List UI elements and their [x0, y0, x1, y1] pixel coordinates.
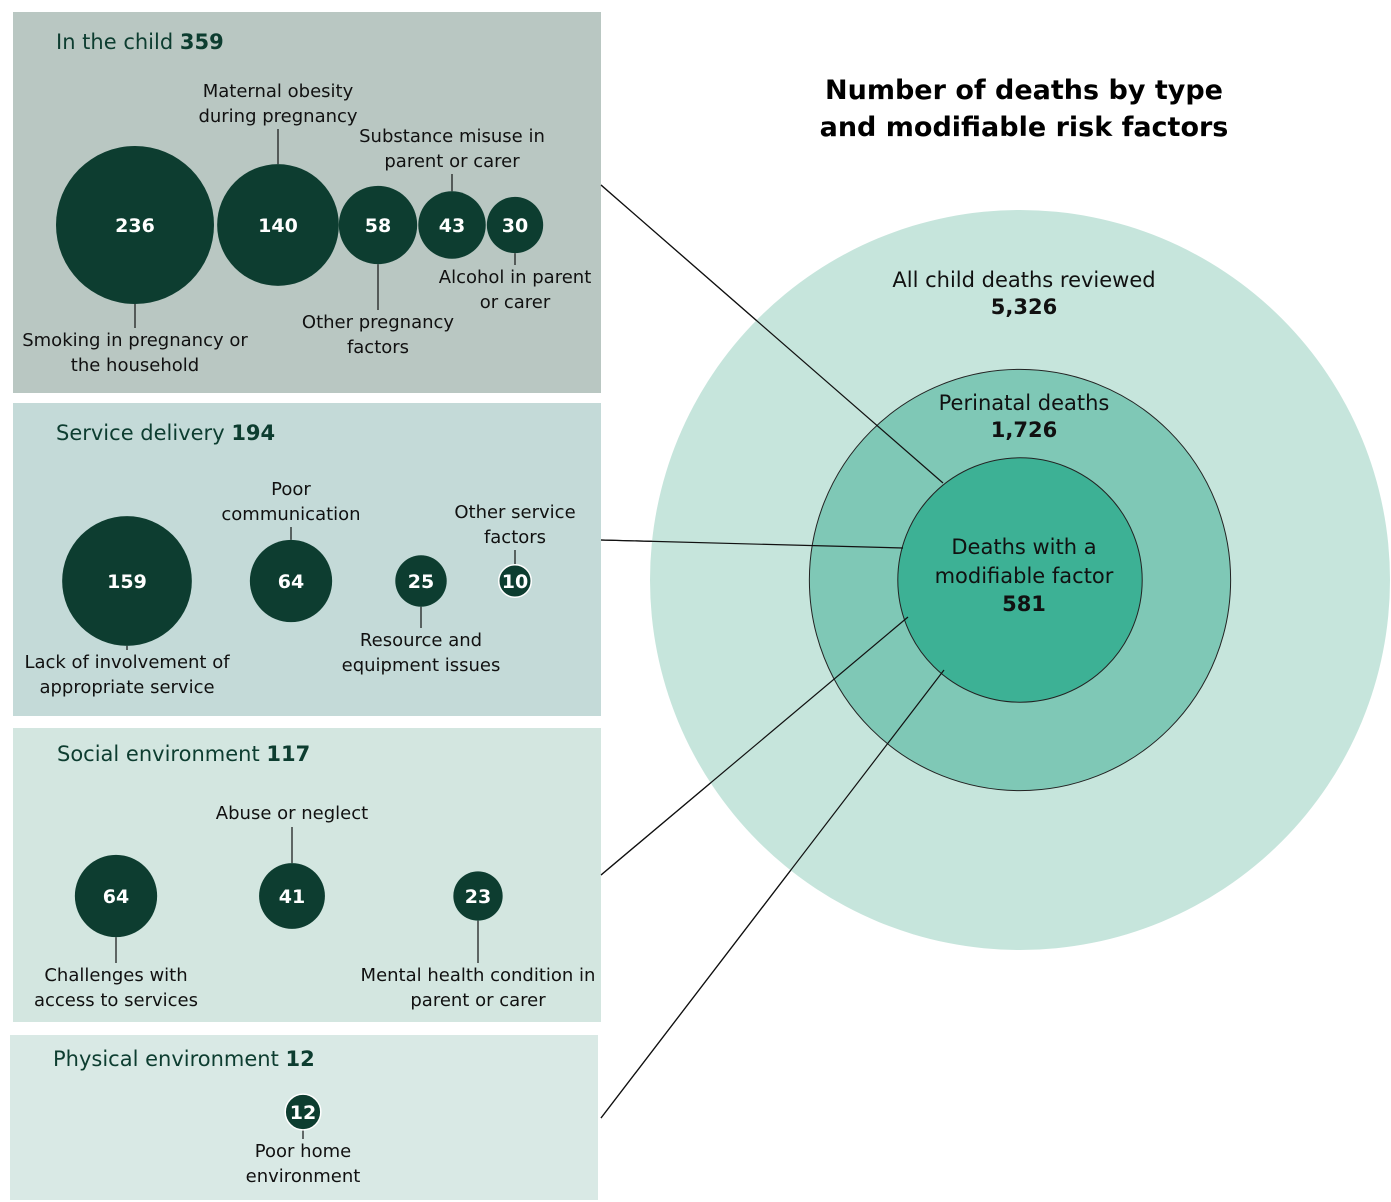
- bubble-value: 23: [465, 886, 491, 908]
- bubble-value: 30: [502, 215, 528, 237]
- connector: [600, 184, 944, 484]
- bubble-value: 236: [115, 215, 155, 237]
- bubble: [497, 563, 533, 599]
- factor-label: Poor communication: [221, 479, 361, 525]
- panel-total: 359: [179, 30, 224, 54]
- bubble-value: 64: [278, 571, 304, 593]
- chart-title: Number of deaths by type and modifiable …: [819, 75, 1229, 143]
- factor-label: Challenges with access to services: [33, 965, 199, 1011]
- bubble: [56, 146, 214, 304]
- circle-value: 581: [1002, 592, 1046, 616]
- connector: [600, 669, 945, 1119]
- bubble: [62, 516, 192, 646]
- bubble-value: 10: [502, 571, 528, 593]
- factor-label: Resource and equipment issues: [341, 630, 501, 676]
- panel-name: Physical environment: [53, 1047, 279, 1071]
- panel-total: 12: [285, 1047, 315, 1071]
- factor-label: Mental health condition in parent or car…: [360, 965, 596, 1011]
- factor-label: Substance misuse in parent or carer: [359, 126, 545, 172]
- panel-title: In the child 359: [56, 30, 224, 54]
- bubble: [284, 1093, 322, 1131]
- bubble: [249, 539, 333, 623]
- panel-total: 194: [231, 421, 276, 445]
- factor-label: Lack of involvement of appropriate servi…: [24, 652, 230, 698]
- bubble-value: 159: [107, 571, 147, 593]
- bubble: [259, 863, 325, 929]
- factor-label: Other pregnancy factors: [301, 312, 455, 358]
- panel-name: Social environment: [57, 742, 260, 766]
- bubble-value: 12: [290, 1102, 316, 1124]
- bubble-value: 140: [258, 215, 298, 237]
- panel-total: 117: [266, 742, 311, 766]
- population-circle: [897, 457, 1143, 703]
- connector: [600, 539, 904, 549]
- factor-label: Alcohol in parent or carer: [438, 267, 592, 313]
- bubble: [395, 555, 447, 607]
- bubble: [486, 196, 544, 254]
- factor-label: Maternal obesity during pregnancy: [198, 81, 358, 127]
- bubble-value: 41: [279, 886, 305, 908]
- circle-value: 1,726: [990, 418, 1058, 442]
- factor-label: Other service factors: [454, 502, 576, 548]
- panel-name: In the child: [56, 30, 174, 54]
- bubble-value: 64: [103, 886, 129, 908]
- factor-label: Poor home environment: [245, 1141, 361, 1187]
- connector: [600, 616, 909, 876]
- bubble: [453, 871, 503, 921]
- panel-title: Social environment 117: [57, 742, 310, 766]
- bubble-value: 25: [408, 571, 434, 593]
- circle-value: 5,326: [990, 295, 1058, 319]
- circle-label: All child deaths reviewed: [892, 268, 1156, 292]
- circle-label: Deaths with a modifiable factor: [934, 535, 1114, 588]
- factor-label: Abuse or neglect: [215, 803, 369, 824]
- panel-title: Physical environment 12: [53, 1047, 315, 1071]
- bubble: [217, 164, 339, 286]
- panel-title: Service delivery 194: [56, 421, 275, 445]
- bubble-value: 58: [365, 215, 391, 237]
- bubble: [418, 191, 486, 259]
- bubble: [338, 185, 418, 265]
- panel-name: Service delivery: [56, 421, 225, 445]
- factor-label: Smoking in pregnancy or the household: [22, 330, 248, 376]
- circle-label: Perinatal deaths: [938, 391, 1110, 415]
- bubble-value: 43: [439, 215, 465, 237]
- bubble: [74, 854, 158, 938]
